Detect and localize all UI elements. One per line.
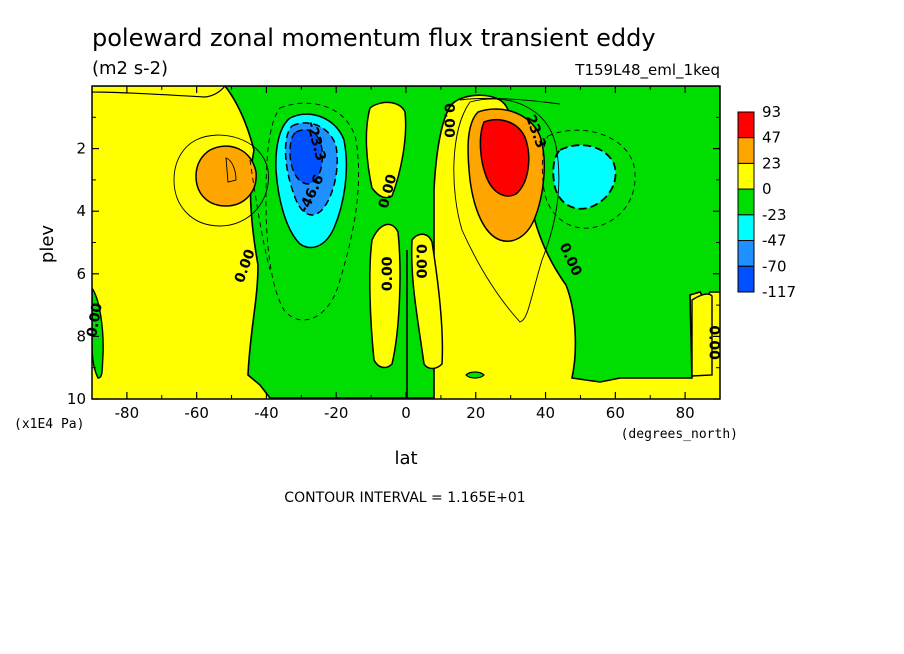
colorbar-level-label: 93 <box>762 103 781 121</box>
y-axis-label: plev <box>37 225 58 264</box>
colorbar-level-label: -70 <box>762 257 787 275</box>
y-units-label: (x1E4 Pa) <box>14 417 84 432</box>
region-neg-70 <box>289 129 324 185</box>
colorbar-swatch <box>737 111 755 139</box>
contour-field <box>92 86 720 399</box>
region-pos-47-north <box>479 119 530 197</box>
colorbar-level-label: 0 <box>762 180 772 198</box>
colorbar-level-label: -23 <box>762 206 787 224</box>
x-tick-label: 20 <box>466 404 485 422</box>
chart-title: poleward zonal momentum flux transient e… <box>92 24 656 52</box>
contour-line-south-inner <box>225 157 237 183</box>
x-tick-label: 60 <box>606 404 625 422</box>
colorbar-level-label: 47 <box>762 129 781 147</box>
region-positive-center-lower <box>369 223 401 369</box>
contour-label: 0.00 <box>84 301 106 338</box>
colorbar-swatch <box>737 137 755 164</box>
x-tick-label: -40 <box>254 404 279 422</box>
region-top-band <box>92 86 226 98</box>
region-pos-23-south <box>195 145 257 207</box>
region-positive-center-right <box>410 233 444 370</box>
region-negative-blip <box>465 371 485 379</box>
contour-line-north-dashed <box>541 129 636 229</box>
x-tick-label: -80 <box>115 404 140 422</box>
contour-line-south-dashed <box>265 102 360 321</box>
region-positive-center-upper <box>365 101 407 199</box>
region-negative-far-left <box>92 286 104 379</box>
region-neg-23-north <box>552 144 617 210</box>
x-tick-label: -20 <box>324 404 349 422</box>
x-axis-ticks: -80 -60 -40 -20 0 20 40 60 80 <box>91 86 721 422</box>
contour-line-left-dashed <box>249 159 271 271</box>
units-label: (m2 s-2) <box>92 58 168 79</box>
contour-label: 0.00 <box>440 103 456 138</box>
x-tick-label: 0 <box>401 404 411 422</box>
y-tick-label: 2 <box>76 140 86 158</box>
contour-line-north-outer <box>453 98 560 323</box>
colorbar-level-label: -117 <box>762 283 796 301</box>
region-positive-far-right <box>691 293 713 377</box>
colorbar-swatch <box>737 240 755 267</box>
run-label: T159L48_eml_1keq <box>574 61 720 80</box>
colorbar-swatch <box>737 265 755 293</box>
x-tick-label: -60 <box>184 404 209 422</box>
colorbar-swatch <box>737 188 755 216</box>
colorbar: 93 47 23 0 -23 -47 -70 -117 <box>737 103 796 301</box>
contour-line-north-top <box>459 97 561 105</box>
contour-line-south-outer <box>173 134 269 227</box>
contour-label: 0.00 <box>380 256 396 291</box>
x-units-label: (degrees_north) <box>621 427 738 442</box>
colorbar-swatch <box>737 214 755 242</box>
colorbar-level-label: 23 <box>762 154 781 172</box>
contour-interval-text: CONTOUR INTERVAL = 1.165E+01 <box>284 490 525 506</box>
y-tick-label: 4 <box>76 202 86 220</box>
contour-label: 0.00 <box>706 325 722 360</box>
x-tick-label: 40 <box>536 404 555 422</box>
y-tick-label: 6 <box>76 265 86 283</box>
colorbar-swatch <box>737 162 755 190</box>
x-axis-label: lat <box>394 448 417 469</box>
y-tick-label: 10 <box>67 390 86 408</box>
y-axis-ticks: 2 4 6 8 10 <box>67 116 720 408</box>
x-tick-label: 80 <box>676 404 695 422</box>
y-tick-label: 8 <box>76 327 86 345</box>
colorbar-level-label: -47 <box>762 232 787 250</box>
contour-label: 0.00 <box>412 244 428 279</box>
